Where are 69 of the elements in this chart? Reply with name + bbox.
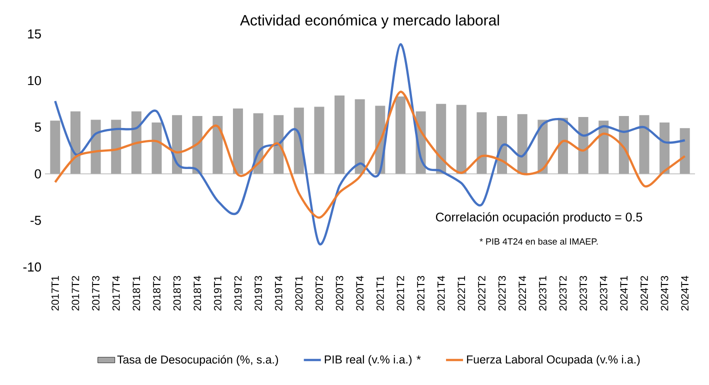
x-tick-label: 2020T2 [316,276,323,310]
x-tick-label: 2019T3 [254,276,262,310]
x-tick-label: 2021T1 [376,276,384,310]
x-tick-label: 2023T4 [600,276,608,310]
bar [558,118,568,174]
x-tick-label: 2021T4 [437,276,445,310]
x-tick-label: 2024T3 [660,276,668,310]
bar [680,128,690,174]
bar [334,96,345,174]
x-tick-label: 2018T2 [153,276,160,310]
x-tick-label: 2024T2 [640,276,648,310]
bar [314,106,324,174]
x-tick-label: 2020T3 [336,276,344,310]
x-tick-label: 2019T4 [274,276,282,310]
x-tick-label: 2017T3 [92,276,100,310]
x-tick-label: 2018T4 [194,276,202,310]
x-tick-label: 2023T1 [538,276,546,310]
x-tick-label: 2022T2 [478,276,486,310]
x-tick-label: 2024T1 [620,276,628,310]
legend-label: Fuerza Laboral Ocupada (v.% i.a.) [467,355,640,366]
x-tick-label: 2019T2 [234,276,242,310]
bar [354,99,365,174]
x-tick-label: 2019T1 [214,276,222,310]
bar [111,120,122,174]
bar [212,116,223,174]
bar [476,112,487,174]
chart-title: Actividad económica y mercado laboral [240,14,499,28]
x-tick-label: 2017T4 [112,276,120,310]
y-tick-label: -5 [30,216,41,225]
x-tick-label: 2020T1 [295,276,303,310]
x-tick-label: 2022T3 [498,276,506,310]
legend-label: Tasa de Desocupación (%, s.a.) [117,355,278,366]
x-tick-label: 2020T4 [356,276,364,310]
x-tick-label: 2021T3 [417,276,424,310]
y-tick-label: 15 [28,29,41,39]
y-tick-label: 5 [34,122,41,132]
y-tick-label: 10 [28,76,41,86]
x-tick-label: 2023T2 [559,276,567,310]
bar [152,122,162,174]
bar [70,111,80,174]
bar [90,120,101,174]
bar [232,108,243,174]
bar [578,116,588,174]
x-tick-label: 2022T1 [458,276,466,310]
x-tick-label: 2022T4 [518,276,526,310]
bar [436,104,446,174]
bar [131,111,142,174]
bar [660,122,670,174]
annotation: * PIB 4T24 en base al IMAEP. [480,238,598,245]
legend-label: PIB real (v.% i.a.) * [324,355,421,366]
bar [639,115,650,174]
annotation: Correlación ocupación producto = 0.5 [436,212,642,224]
y-tick-label: 0 [34,169,41,178]
x-tick-label: 2023T3 [580,276,587,310]
x-tick-label: 2017T1 [51,276,59,310]
bar [598,120,609,174]
line-series [54,43,686,245]
bar [395,96,406,174]
x-tick-label: 2017T2 [72,276,80,310]
x-tick-label: 2021T2 [396,276,404,310]
bar [192,116,202,174]
x-tick-label: 2018T3 [173,276,181,310]
bar [517,114,528,174]
y-tick-label: -10 [23,262,41,272]
bar [456,104,466,174]
x-tick-label: 2018T1 [132,276,140,310]
bar [274,115,284,174]
x-tick-label: 2024T4 [681,276,689,310]
bar [50,120,60,174]
